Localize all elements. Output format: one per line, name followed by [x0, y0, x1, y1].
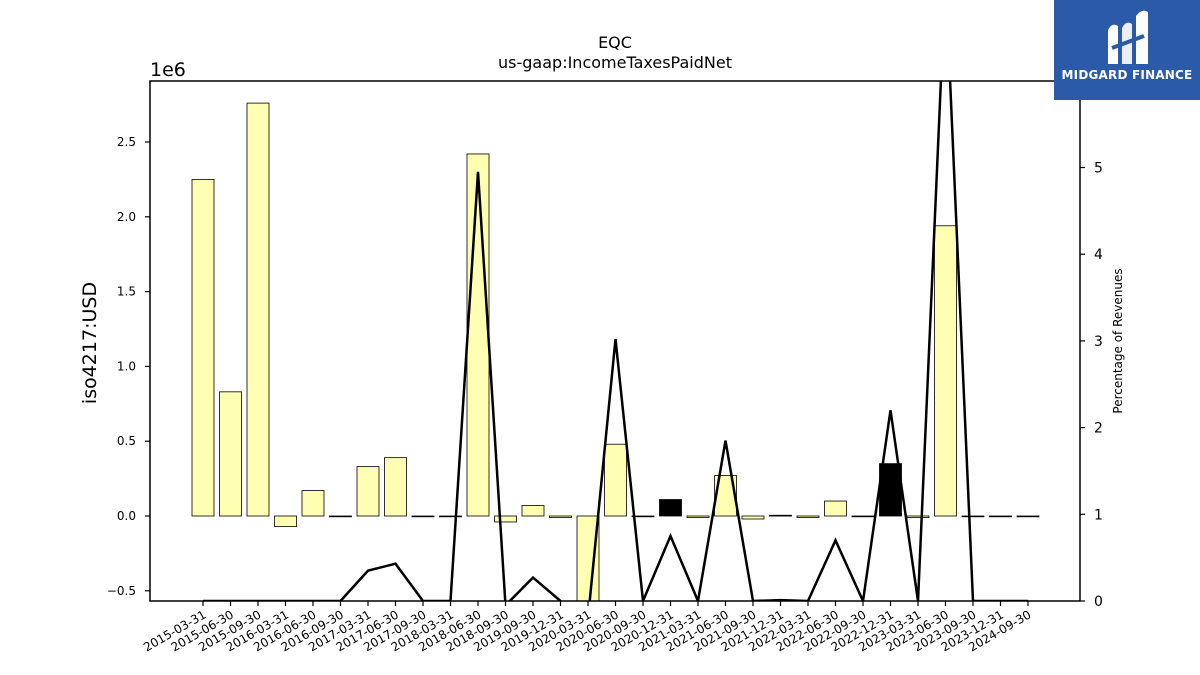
- y-tick-label: 1.5: [117, 285, 136, 299]
- bar-2017-09-30: [411, 515, 435, 518]
- bar-2017-06-30: [384, 457, 407, 517]
- bar-2021-09-30: [741, 515, 765, 520]
- bar-2024-09-30: [1016, 515, 1040, 518]
- y-offset-label: 1e6: [150, 59, 186, 81]
- y-axis-label: iso4217:USD: [79, 282, 101, 404]
- bar-2020-09-30: [631, 515, 655, 518]
- chart-title: EQC: [598, 33, 632, 52]
- bar-2018-03-31: [439, 515, 462, 518]
- bar-2017-03-31: [356, 466, 380, 517]
- bar-2016-09-30: [329, 515, 352, 518]
- y-tick-label: 2.0: [117, 210, 136, 224]
- bar-2015-06-30: [219, 391, 242, 517]
- bar-2023-03-31: [906, 515, 930, 518]
- bar-2023-06-30: [934, 225, 957, 517]
- bar-2015-09-30: [246, 102, 270, 517]
- y2-tick-label: 4: [1094, 247, 1103, 263]
- bar-2022-03-31: [796, 515, 820, 518]
- bar-2023-09-30: [961, 515, 985, 518]
- percentage-line: [203, 81, 1028, 601]
- y-tick-label: −0.5: [107, 584, 136, 598]
- bar-2023-12-31: [989, 515, 1012, 518]
- bar-2021-06-30: [714, 475, 737, 517]
- line-series: [203, 81, 1028, 601]
- y2-tick-label: 1: [1094, 507, 1103, 523]
- logo-text: MIDGARD FINANCE: [1061, 68, 1193, 82]
- bar-2016-06-30: [301, 490, 325, 517]
- brand-logo: MIDGARD FINANCE: [1054, 0, 1200, 100]
- y2-ticks: 0 1 2 3 4 5: [1080, 161, 1103, 610]
- bar-2018-09-30: [494, 515, 517, 523]
- y2-tick-label: 2: [1094, 421, 1103, 437]
- bar-2022-09-30: [851, 515, 875, 518]
- y-ticks: −0.5 0.0 0.5 1.0 1.5 2.0 2.5: [107, 135, 150, 598]
- bar-2019-09-30: [521, 505, 545, 517]
- y2-tick-label: 0: [1094, 594, 1103, 610]
- bar-2022-06-30: [824, 500, 847, 517]
- bar-2015-03-31: [191, 178, 215, 517]
- bar-series: [191, 102, 1040, 601]
- chart-subtitle: us-gaap:IncomeTaxesPaidNet: [498, 53, 732, 72]
- bar-2020-03-31: [576, 515, 600, 601]
- bar-2018-06-30: [466, 153, 490, 517]
- x-ticks: 2015-03-312015-06-302015-09-302016-03-31…: [141, 601, 1034, 654]
- y-tick-label: 0.0: [117, 509, 136, 523]
- y2-tick-label: 3: [1094, 334, 1103, 350]
- y-tick-label: 0.5: [117, 434, 136, 448]
- bar-2020-12-31: [659, 499, 682, 517]
- y2-tick-label: 5: [1094, 161, 1103, 177]
- bar-2019-12-31: [549, 515, 572, 518]
- bar-2020-06-30: [604, 443, 627, 517]
- bar-2021-03-31: [686, 515, 710, 518]
- y-tick-label: 1.0: [117, 359, 136, 373]
- midgard-logo-icon: [1108, 10, 1148, 64]
- bar-2016-03-31: [274, 515, 297, 527]
- y2-axis-label: Percentage of Revenues: [1111, 268, 1125, 413]
- bar-2021-12-31: [769, 514, 792, 517]
- y-tick-label: 2.5: [117, 135, 136, 149]
